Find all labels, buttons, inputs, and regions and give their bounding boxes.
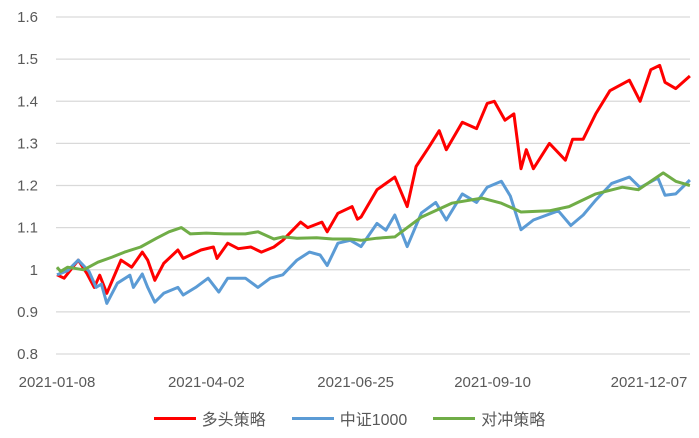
x-axis-ticks: 2021-01-08 2021-04-02 2021-06-25 2021-09-10… <box>19 374 688 391</box>
legend-label: 对冲策略 <box>481 412 546 429</box>
y-axis-ticks: 0.8 0.9 1 1.1 1.2 1.3 1.4 1.5 1.6 <box>17 9 38 363</box>
x-tick-label: 2021-04-02 <box>168 374 245 391</box>
legend-label: 多头策略 <box>201 412 266 429</box>
y-tick-label: 1.5 <box>17 51 38 68</box>
x-tick-label: 2021-06-25 <box>317 374 394 391</box>
line-chart: 0.80.911.11.21.31.41.51.6 2021-01-08 2021… <box>17 9 691 391</box>
legend: 多头策略 中证1000 对冲策略 <box>0 406 699 430</box>
gridlines <box>56 16 690 355</box>
y-tick-label: 1 <box>30 262 38 279</box>
series-line-0 <box>56 63 691 295</box>
y-tick-label: 1.1 <box>17 220 38 237</box>
y-tick-label: 0.8 <box>17 346 38 363</box>
x-tick-label: 2021-01-08 <box>19 374 96 391</box>
legend-swatch-blue <box>291 416 334 420</box>
x-tick-label: 2021-09-10 <box>454 374 531 391</box>
y-tick-label: 1.2 <box>17 178 38 195</box>
legend-swatch-green <box>433 416 476 420</box>
legend-item-hedge-strategy: 对冲策略 <box>433 406 545 430</box>
series-line-1 <box>56 175 691 305</box>
y-tick-label: 1.3 <box>17 135 38 152</box>
series-lines <box>55 63 691 305</box>
legend-swatch-red <box>153 416 196 420</box>
legend-item-csi1000: 中证1000 <box>291 406 408 430</box>
y-tick-label: 0.9 <box>17 304 38 321</box>
y-tick-label: 1.4 <box>17 93 38 110</box>
legend-item-long-strategy: 多头策略 <box>153 406 266 430</box>
series-line-2 <box>55 171 691 273</box>
legend-label: 中证1000 <box>339 412 408 429</box>
x-tick-label: 2021-12-07 <box>611 374 688 391</box>
y-tick-label: 1.6 <box>17 9 38 26</box>
